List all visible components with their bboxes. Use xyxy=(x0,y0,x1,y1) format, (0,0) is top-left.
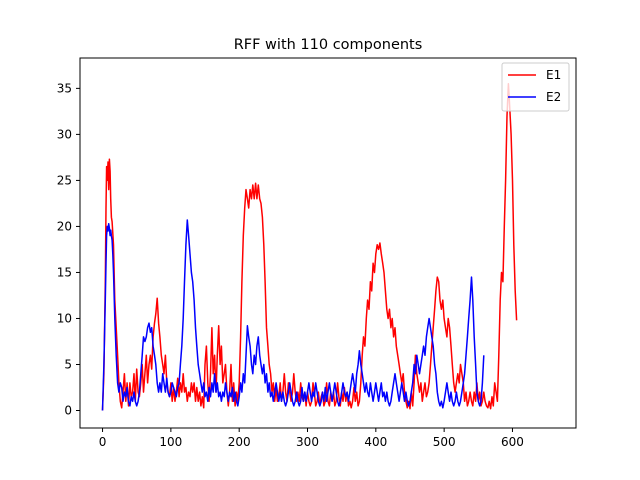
y-tick-label: 10 xyxy=(57,311,72,325)
y-tick-label: 30 xyxy=(57,127,72,141)
axes-frame xyxy=(79,57,577,429)
plot-area xyxy=(101,83,518,411)
legend: E1 E2 xyxy=(501,62,570,112)
y-tick-label: 5 xyxy=(64,357,72,371)
x-tick-label: 0 xyxy=(99,435,107,449)
x-tick-label: 100 xyxy=(159,435,182,449)
series-line-e2 xyxy=(101,219,485,411)
x-tick-label: 200 xyxy=(228,435,251,449)
legend-label-e1: E1 xyxy=(546,68,561,82)
x-tick-label: 300 xyxy=(296,435,319,449)
y-tick-label: 0 xyxy=(64,404,72,418)
y-tick-label: 20 xyxy=(57,219,72,233)
y-tick-label: 15 xyxy=(57,265,72,279)
y-tick-label: 35 xyxy=(57,81,72,95)
x-tick-label: 600 xyxy=(501,435,524,449)
x-tick-label: 500 xyxy=(433,435,456,449)
y-tick-label: 25 xyxy=(57,173,72,187)
x-tick-label: 400 xyxy=(364,435,387,449)
chart-title: RFF with 110 components xyxy=(234,37,423,53)
axis-ticks: 0 100 200 300 400 500 600 0 5 10 15 20 25 30 35 xyxy=(57,81,524,449)
legend-label-e2: E2 xyxy=(546,90,561,104)
series-line-e1 xyxy=(101,83,518,411)
